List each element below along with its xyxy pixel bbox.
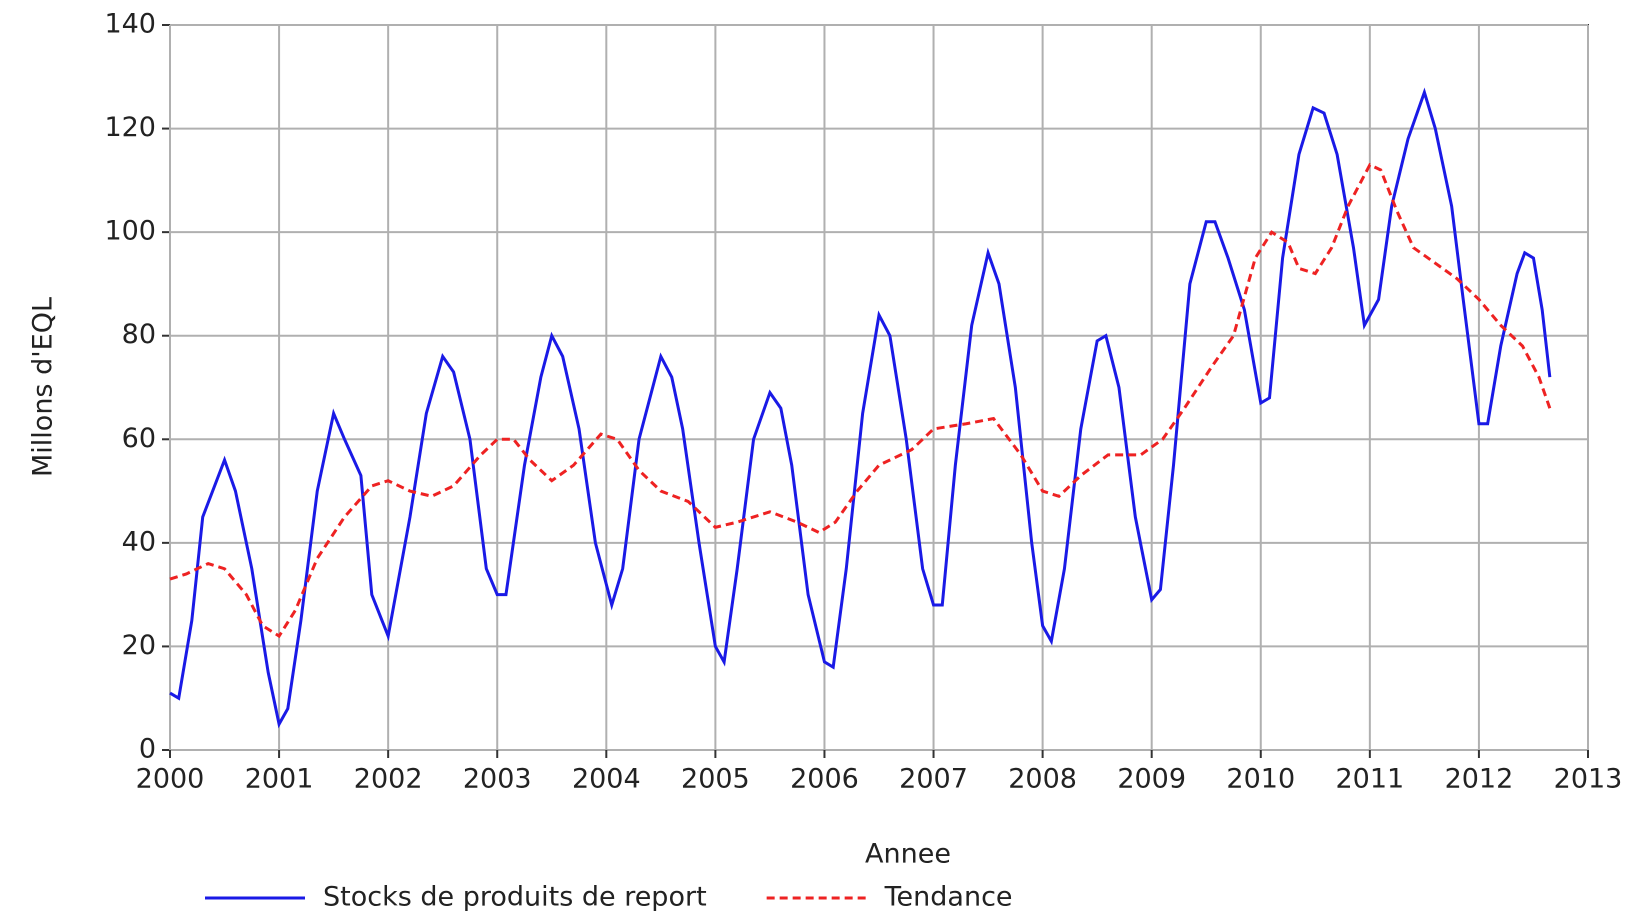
y-axis-label: Millons d'EQL <box>28 297 59 477</box>
x-tick-label: 2002 <box>354 764 423 795</box>
plot-area <box>169 24 1589 751</box>
y-tick-label: 60 <box>122 423 156 454</box>
y-tick-label: 140 <box>104 9 156 40</box>
x-tick-label: 2013 <box>1554 764 1623 795</box>
x-tick-label: 2004 <box>572 764 641 795</box>
y-tick-label: 0 <box>139 734 156 765</box>
legend-label: Tendance <box>884 882 1013 913</box>
x-tick-label: 2008 <box>1008 764 1077 795</box>
x-tick-label: 2011 <box>1335 764 1404 795</box>
x-axis-label: Annee <box>865 839 951 870</box>
x-tick-label: 2007 <box>899 764 968 795</box>
x-tick-label: 2001 <box>245 764 314 795</box>
y-tick-label: 100 <box>104 216 156 247</box>
data-line <box>169 162 1552 639</box>
x-tick-label: 2006 <box>790 764 859 795</box>
x-tick-label: 2009 <box>1117 764 1186 795</box>
y-tick-label: 80 <box>122 319 156 350</box>
x-tick-label: 2012 <box>1445 764 1514 795</box>
y-tick-label: 20 <box>122 630 156 661</box>
data-line <box>169 87 1552 729</box>
legend-label: Stocks de produits de report <box>323 882 707 913</box>
y-tick-label: 40 <box>122 526 156 557</box>
x-tick-label: 2003 <box>463 764 532 795</box>
x-tick-label: 2005 <box>681 764 750 795</box>
y-tick-label: 120 <box>104 112 156 143</box>
x-tick-label: 2010 <box>1226 764 1295 795</box>
x-tick-label: 2000 <box>136 764 205 795</box>
